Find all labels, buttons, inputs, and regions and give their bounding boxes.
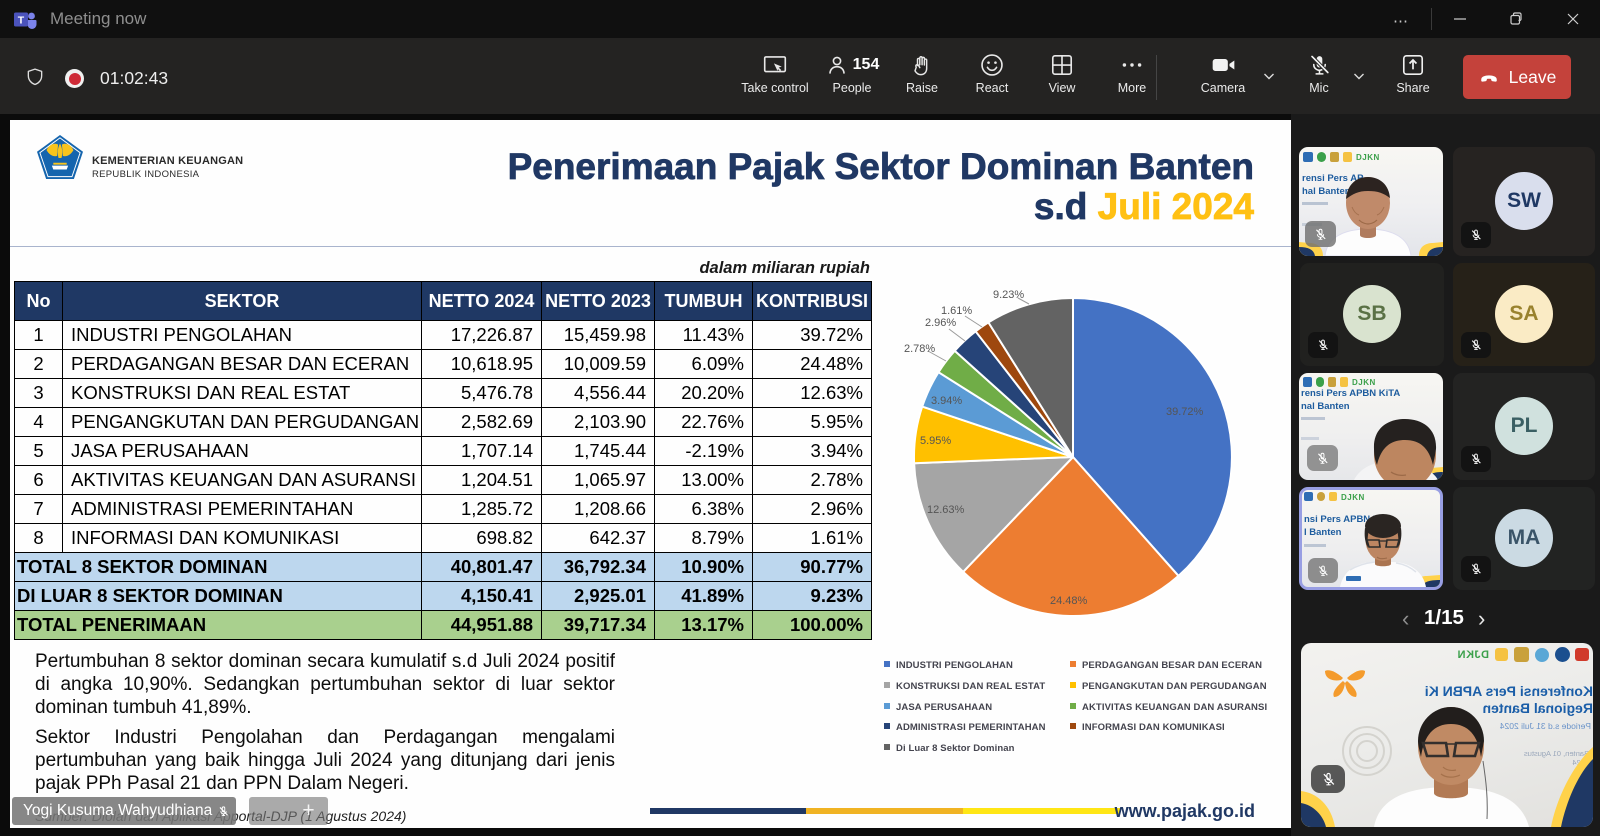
svg-text:T: T — [18, 15, 25, 27]
